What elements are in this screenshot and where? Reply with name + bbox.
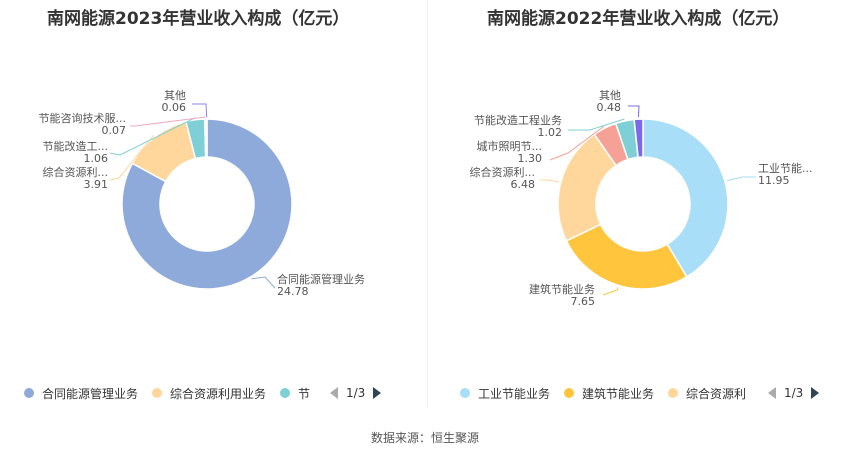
legend-label: 节 [298, 386, 311, 401]
legend-label: 综合资源利 [686, 386, 747, 401]
slice-value-label: 1.02 [538, 126, 563, 139]
slice-leader-line [568, 118, 625, 131]
slice-leader-line [192, 103, 208, 118]
slice-value-label: 24.78 [277, 285, 309, 298]
legend-color-dot [280, 388, 291, 398]
legend-item[interactable]: 节 [280, 385, 310, 402]
donut-slice[interactable] [121, 118, 293, 290]
legend-color-dot [564, 388, 575, 398]
slice-value-label: 11.95 [758, 174, 790, 187]
slice-value-label: 0.06 [162, 101, 187, 114]
slice-value-label: 1.06 [84, 152, 109, 165]
slice-value-label: 0.48 [597, 101, 622, 114]
slice-leader-line [540, 179, 559, 183]
legend-item[interactable]: 工业节能业务 [460, 385, 550, 402]
slice-leader-line [549, 125, 605, 161]
slice-label: 合同能源管理业务 [277, 272, 365, 286]
slice-label: 综合资源利... [43, 165, 109, 179]
legend-2023: 合同能源管理业务 综合资源利用业务 节 [24, 383, 324, 403]
slice-leader-line [109, 117, 196, 156]
legend-item[interactable]: 综合资源利用业务 [152, 385, 266, 402]
slice-value-label: 7.65 [571, 295, 596, 308]
slice-leader-line [109, 135, 154, 181]
slice-label: 节能咨询技术服... [39, 111, 127, 125]
legend-page-number: 1/3 [346, 386, 366, 400]
data-source: 数据来源：恒生聚源 [370, 431, 479, 445]
donut-slice[interactable] [633, 118, 644, 159]
legend-color-dot [668, 388, 679, 398]
donut-slice[interactable] [205, 118, 208, 158]
slice-label: 其他 [164, 89, 186, 102]
chart-title-2022: 南网能源2022年营业收入构成（亿元） [487, 9, 790, 29]
legend-page-number: 1/3 [784, 386, 804, 400]
legend-prev-icon[interactable] [768, 387, 776, 399]
slice-value-label: 1.30 [518, 152, 543, 165]
legend-label: 综合资源利用业务 [170, 386, 267, 401]
legend-next-icon[interactable] [373, 387, 382, 399]
legend-color-dot [152, 388, 163, 398]
slice-leader-line [251, 276, 276, 289]
slice-value-label: 3.91 [84, 178, 109, 191]
legend-item[interactable]: 合同能源管理业务 [24, 385, 138, 402]
slice-label: 城市照明节... [477, 139, 543, 153]
slice-leader-line [726, 176, 756, 182]
legend-color-dot [460, 388, 470, 398]
legend-next-icon[interactable] [811, 387, 820, 399]
legend-item[interactable]: 建筑节能业务 [564, 385, 654, 402]
slice-leader-line [602, 287, 619, 296]
donut-slice[interactable] [565, 223, 688, 290]
slice-value-label: 6.48 [511, 178, 536, 191]
slice-leader-line [628, 105, 640, 118]
panel-divider [427, 0, 428, 408]
slice-value-label: 0.07 [102, 124, 127, 137]
slice-label: 建筑节能业务 [529, 282, 595, 296]
legend-pager-2023: 1/3 [330, 383, 382, 403]
donut-slice[interactable] [642, 118, 729, 278]
slice-leader-line [130, 116, 206, 127]
slice-label: 综合资源利... [470, 165, 536, 179]
chart-title-2023: 南网能源2023年营业收入构成（亿元） [47, 9, 350, 29]
legend-2022: 工业节能业务 建筑节能业务 综合资源利 [460, 383, 778, 403]
slice-label: 节能改造工... [43, 139, 109, 153]
slice-label: 工业节能... [758, 161, 813, 175]
slice-label: 其他 [599, 89, 621, 102]
slice-label: 节能改造工程业务 [474, 113, 562, 127]
legend-label: 建筑节能业务 [582, 386, 655, 401]
legend-label: 合同能源管理业务 [42, 386, 139, 401]
legend-item[interactable]: 综合资源利 [668, 385, 746, 402]
legend-label: 工业节能业务 [478, 386, 551, 401]
legend-pager-2022: 1/3 [768, 383, 820, 403]
legend-color-dot [24, 388, 34, 398]
legend-prev-icon[interactable] [330, 387, 338, 399]
